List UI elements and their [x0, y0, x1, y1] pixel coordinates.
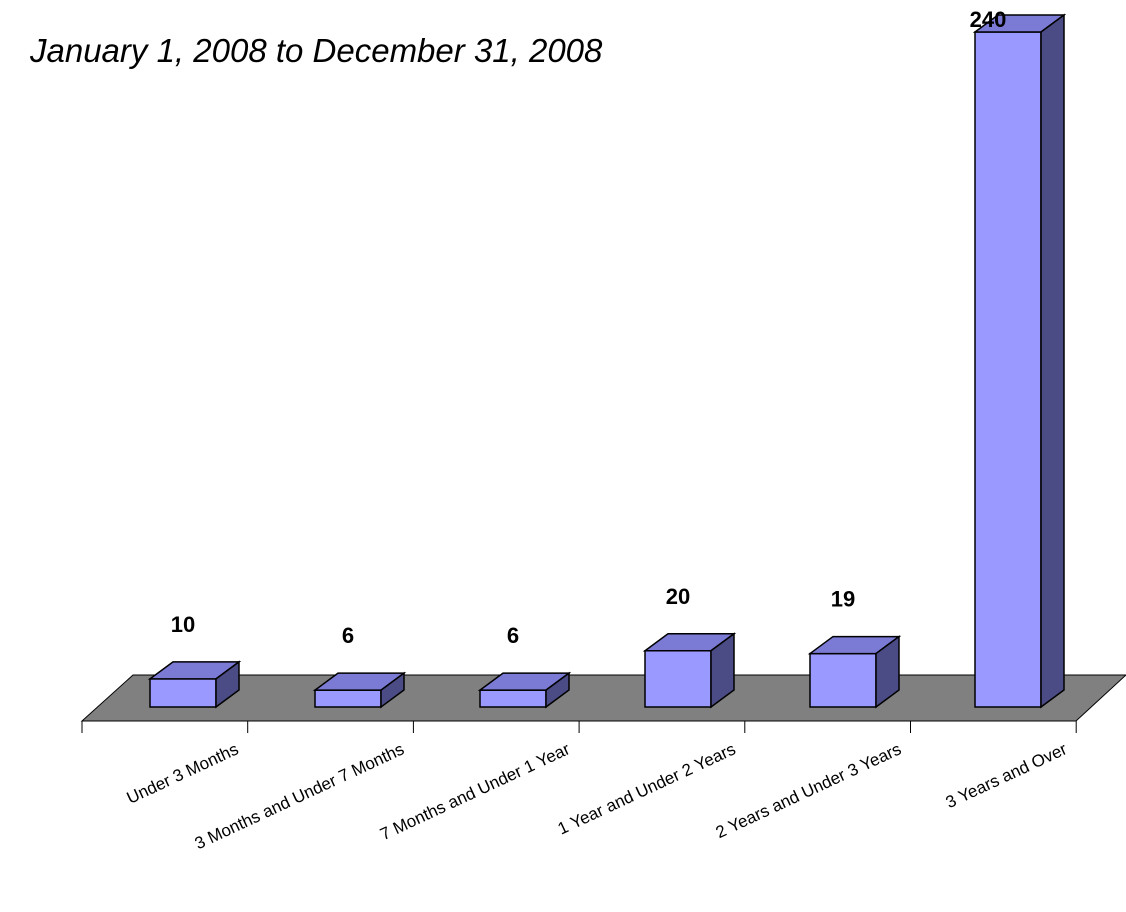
category-label: 2 Years and Under 3 Years: [713, 739, 904, 842]
category-label: 3 Years and Over: [943, 739, 1070, 812]
data-label: 6: [342, 623, 354, 648]
data-label: 10: [171, 612, 195, 637]
bar-side: [710, 632, 735, 709]
bar: [807, 635, 902, 709]
bar-side: [1040, 13, 1065, 709]
bar-front: [149, 678, 217, 708]
data-label: 19: [831, 587, 855, 612]
bar-side: [545, 671, 570, 709]
category-label: Under 3 Months: [124, 739, 242, 807]
bar-front: [479, 689, 547, 708]
bar: [147, 660, 242, 709]
bar-side: [215, 660, 240, 709]
category-label: 1 Year and Under 2 Years: [555, 739, 739, 838]
data-label: 240: [970, 7, 1007, 32]
bar: [642, 632, 737, 709]
data-label: 6: [507, 623, 519, 648]
chart-title: January 1, 2008 to December 31, 2008: [30, 32, 603, 69]
bar-front: [974, 31, 1042, 708]
bar: [477, 671, 572, 709]
bar-side: [875, 635, 900, 709]
bar-front: [644, 650, 712, 708]
category-label: 7 Months and Under 1 Year: [377, 739, 573, 844]
bar-group: [147, 13, 1067, 709]
bar-side: [380, 671, 405, 709]
bar: [972, 13, 1067, 709]
data-labels: 10 6 6 20 19 240: [171, 7, 1007, 648]
bar-front: [314, 689, 382, 708]
bar: [312, 671, 407, 709]
x-axis-ticks: [81, 720, 1077, 733]
bar-front: [809, 652, 877, 708]
data-label: 20: [666, 584, 690, 609]
